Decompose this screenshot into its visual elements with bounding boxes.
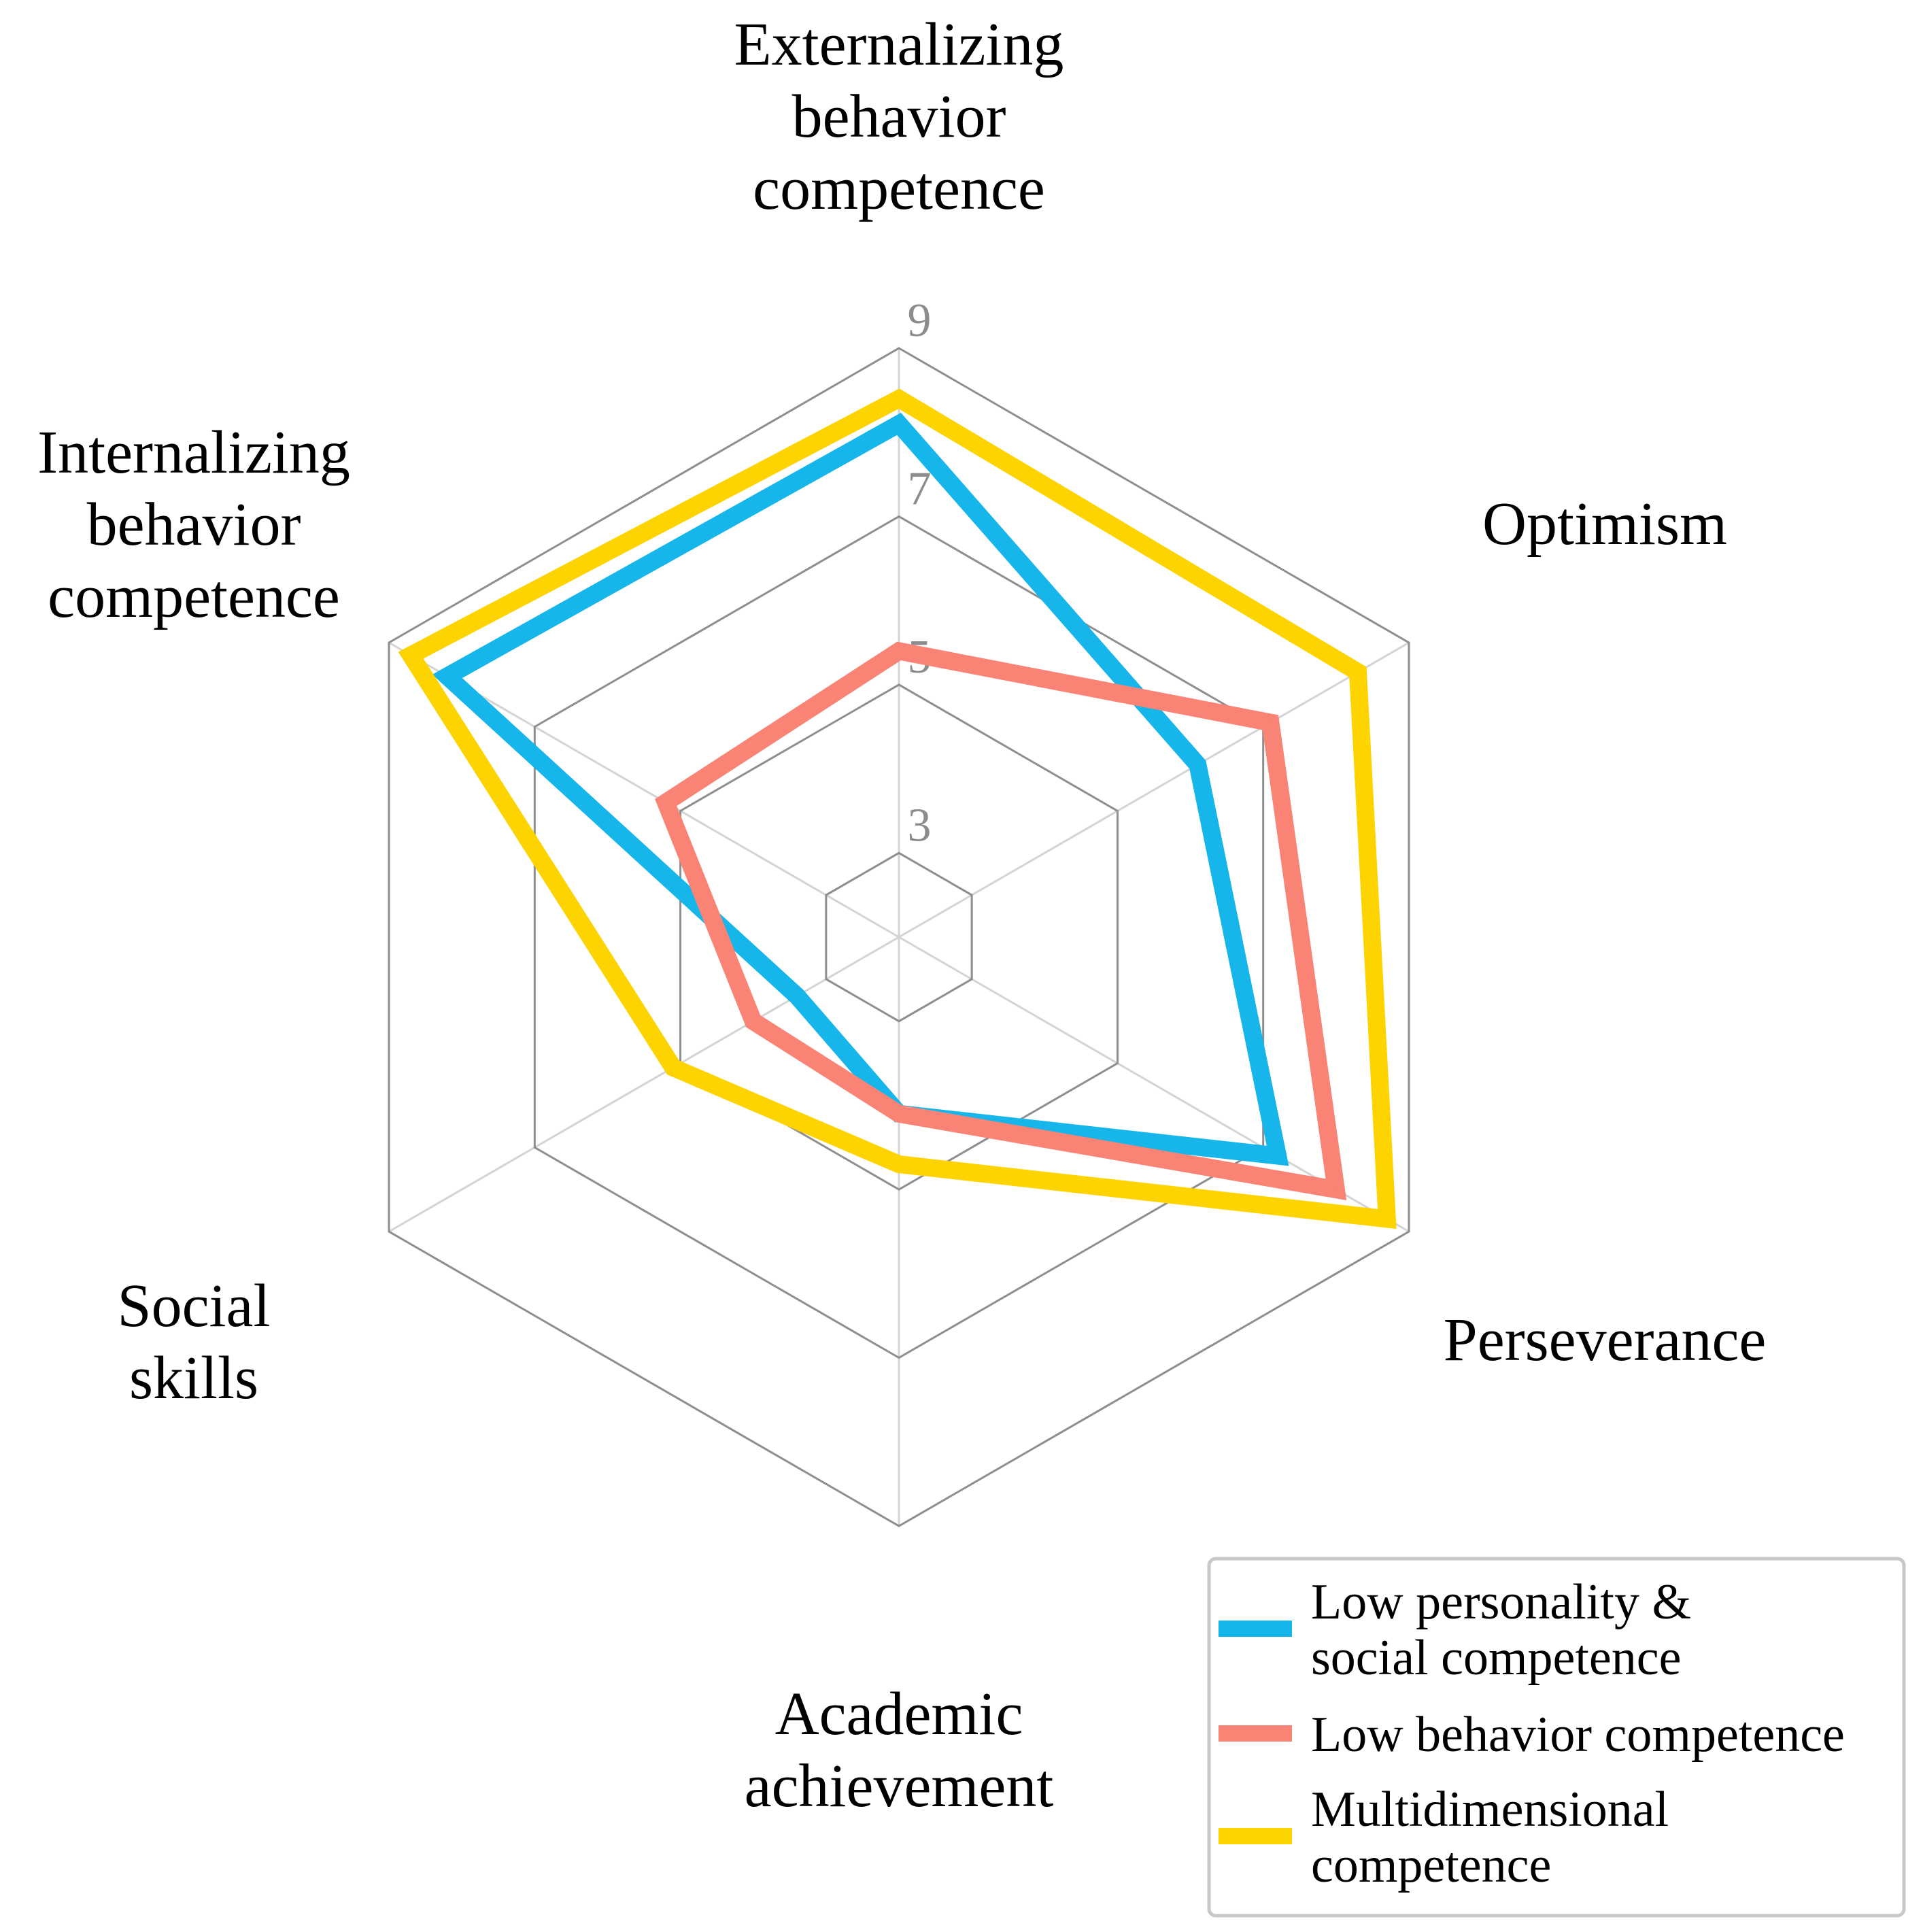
grid-ring-9 [388, 347, 1410, 1527]
axis-label-perseverance: Perseverance [1444, 1306, 1767, 1374]
axis-label-optimism: Optimism [1482, 490, 1727, 558]
radar-grid [388, 347, 1410, 1527]
legend-label-line: Low behavior competence [1311, 1707, 1845, 1763]
legend-label: Low personality & social competence [1311, 1574, 1691, 1686]
axis-label-externalizing-behavior-competence: Externalizing behavior competence [734, 11, 1064, 222]
axis-label-internalizing-behavior-competence: Internalizing behavior competence [37, 419, 350, 630]
grid-ring-3 [825, 851, 973, 1023]
series-point-low-behavior-competence-2 [1335, 1189, 1337, 1190]
axis-label-line: Optimism [1482, 490, 1727, 558]
legend-swatch [1219, 1621, 1292, 1637]
series-point-low-behavior-competence-1 [1270, 722, 1271, 724]
legend: Low personality & social competence Low be… [1207, 1557, 1906, 1918]
legend-item-multidimensional-competence: Multidimensional competence [1219, 1782, 1669, 1893]
axis-label-line: Academic [775, 1680, 1023, 1748]
series-point-low-behavior-competence-3 [898, 1113, 900, 1115]
axis-labels: Externalizing behavior competenceOptimismP… [37, 11, 1766, 1820]
spoke-optimism [898, 641, 1410, 938]
legend-swatch [1219, 1828, 1292, 1844]
legend-swatch [1219, 1725, 1292, 1742]
tick-label-3: 3 [908, 799, 932, 851]
axis-label-line: Social [118, 1272, 271, 1340]
series-point-multidimensional-competence-1 [1357, 671, 1359, 673]
axis-label-line: achievement [745, 1752, 1054, 1820]
legend-label-line: Low personality & [1311, 1574, 1691, 1630]
axis-label-line: behavior [87, 491, 301, 558]
axis-label-line: Perseverance [1444, 1306, 1767, 1374]
axis-label-line: skills [129, 1344, 258, 1412]
axis-label-social-skills: Social skills [118, 1272, 271, 1412]
legend-label-line: competence [1311, 1837, 1551, 1893]
legend-label-line: Multidimensional [1311, 1782, 1669, 1837]
axis-label-line: Internalizing [37, 419, 350, 486]
axis-label-academic-achievement: Academic achievement [745, 1680, 1054, 1820]
legend-box [1207, 1557, 1906, 1918]
axis-label-line: behavior [792, 83, 1006, 150]
series-point-low-personality-social-competence-1 [1197, 764, 1198, 765]
tick-label-7: 7 [908, 462, 932, 515]
grid-ring-5 [679, 683, 1119, 1191]
series-point-multidimensional-competence-3 [898, 1164, 900, 1165]
legend-label-line: social competence [1311, 1630, 1681, 1686]
tick-label-9: 9 [908, 294, 932, 347]
legend-item-low-behavior-competence: Low behavior competence [1219, 1707, 1845, 1763]
legend-label: Low behavior competence [1311, 1707, 1845, 1763]
axis-label-line: competence [48, 563, 340, 630]
spoke-social-skills [388, 936, 900, 1233]
series-lines [398, 388, 1397, 1230]
axis-label-line: competence [753, 155, 1045, 222]
legend-label: Multidimensional competence [1311, 1782, 1669, 1893]
axis-label-line: Externalizing [734, 11, 1064, 78]
legend-item-low-personality-social-competence: Low personality & social competence [1219, 1574, 1691, 1686]
